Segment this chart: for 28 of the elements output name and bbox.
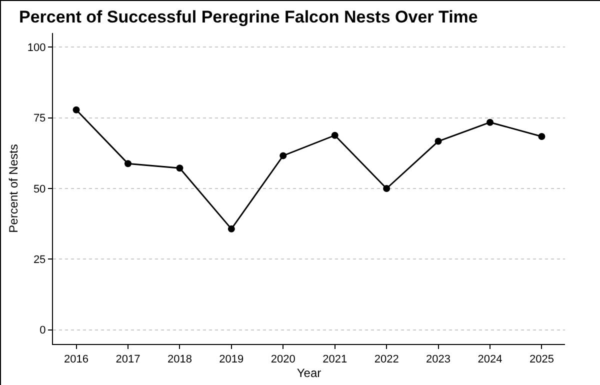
- x-tick-label: 2025: [529, 353, 554, 366]
- x-tick-label: 2017: [116, 353, 140, 366]
- point: [280, 152, 287, 160]
- point: [486, 118, 494, 126]
- y-tick-label: 25: [33, 254, 46, 266]
- point: [72, 106, 80, 114]
- x-tick-label: 2021: [322, 353, 348, 366]
- x-tick-label: 2023: [426, 353, 451, 366]
- y-tick-label: 50: [33, 183, 46, 196]
- point: [124, 160, 132, 168]
- x-tick-label: 2018: [167, 353, 192, 366]
- x-axis-title: Year: [296, 366, 322, 380]
- point: [434, 138, 442, 145]
- point: [176, 164, 184, 172]
- point: [538, 132, 546, 140]
- y-tick-label: 75: [33, 112, 46, 125]
- y-axis-title: Percent of Nests: [6, 144, 21, 233]
- point: [228, 225, 235, 232]
- y-tick-label: 100: [27, 42, 46, 54]
- y-tick-label: 0: [40, 324, 46, 337]
- x-tick-label: 2016: [64, 353, 89, 366]
- x-tick-label: 2022: [374, 353, 399, 366]
- x-tick-label: 2019: [219, 353, 244, 366]
- x-tick-label: 2020: [270, 353, 296, 366]
- point: [331, 132, 338, 139]
- x-tick-label: 2024: [478, 353, 502, 366]
- chart-title: Percent of Successful Peregrine Falcon Nests Over Time: [19, 8, 478, 27]
- point: [383, 185, 390, 192]
